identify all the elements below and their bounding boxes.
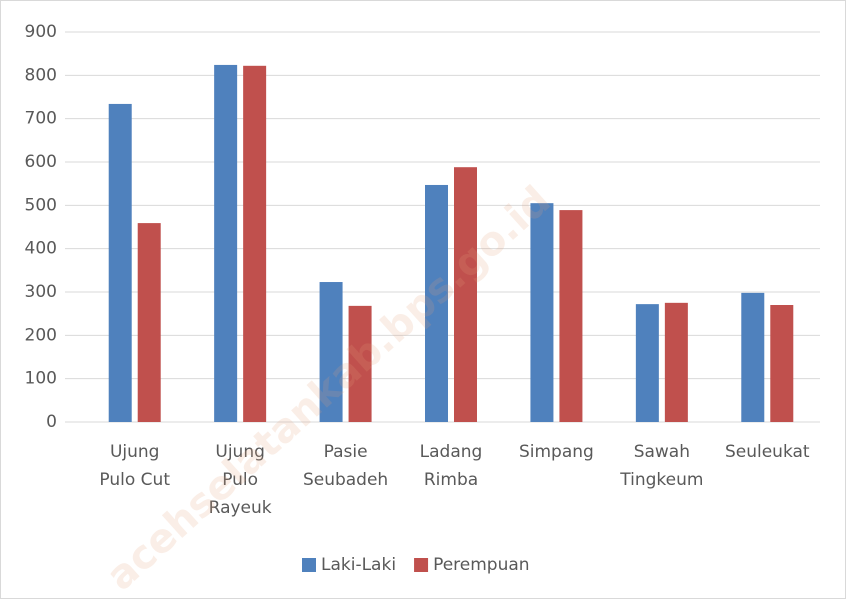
- y-tick-label: 700: [25, 109, 57, 129]
- y-tick-label: 100: [25, 369, 57, 389]
- y-tick-label: 900: [25, 22, 57, 42]
- legend-label: Perempuan: [433, 555, 530, 575]
- bar: [348, 305, 372, 422]
- y-tick-label: 300: [25, 282, 57, 302]
- legend-swatch: [302, 558, 316, 572]
- y-tick-label: 400: [25, 239, 57, 259]
- bar: [530, 203, 554, 422]
- x-tick-label: Ujung Pulo Rayeuk: [209, 442, 272, 518]
- bar: [635, 304, 659, 422]
- legend-swatch: [414, 558, 429, 572]
- bar: [108, 103, 132, 422]
- x-tick-label: Ujung Pulo Cut: [99, 442, 170, 490]
- x-tick-label: Sawah Tingkeum: [619, 442, 703, 490]
- y-tick-label: 0: [46, 412, 57, 432]
- bar: [214, 64, 238, 422]
- bar: [741, 292, 765, 422]
- bar: [137, 223, 161, 422]
- bar: [770, 305, 794, 422]
- bar: [454, 167, 477, 422]
- x-tick-label: Ladang Rimba: [420, 442, 483, 490]
- x-tick-label: Seuleukat: [725, 442, 810, 462]
- x-tick-label: Simpang: [519, 442, 594, 462]
- bar: [319, 282, 343, 422]
- legend-label: Laki-Laki: [321, 555, 396, 575]
- bar: [664, 302, 688, 422]
- bar: [559, 210, 583, 422]
- bar: [425, 184, 448, 422]
- bar: [243, 65, 267, 423]
- y-tick-label: 200: [25, 325, 57, 345]
- y-tick-label: 600: [25, 152, 57, 172]
- y-tick-label: 800: [25, 65, 57, 85]
- x-tick-label: Pasie Seubadeh: [303, 442, 388, 490]
- y-tick-label: 500: [25, 195, 57, 215]
